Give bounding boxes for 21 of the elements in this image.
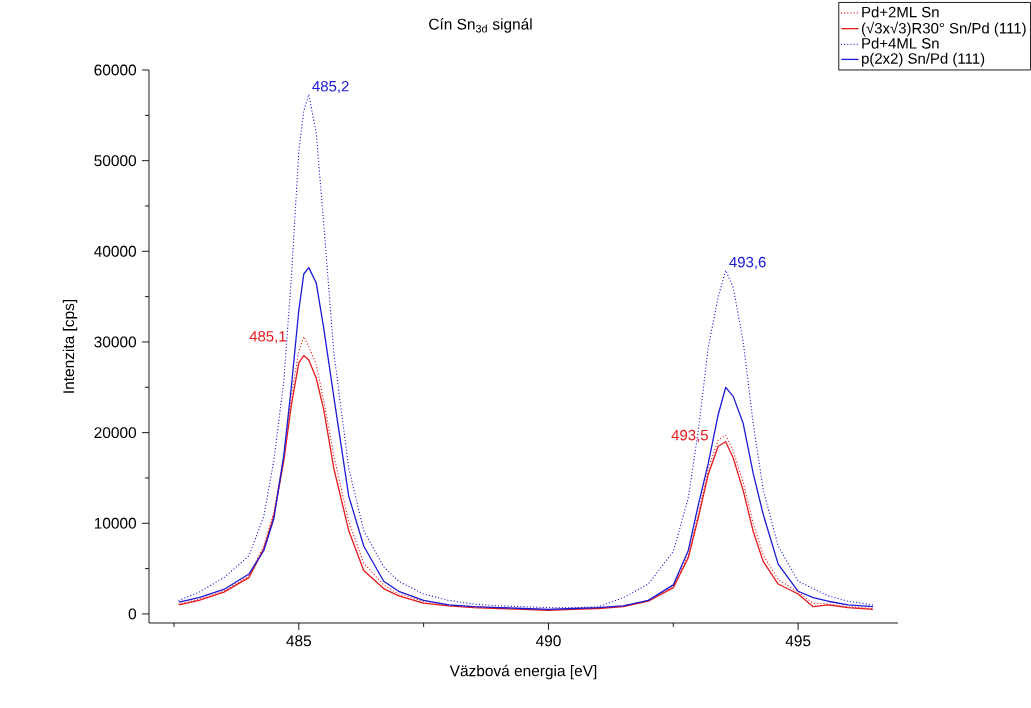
annotation: 485,2 bbox=[312, 80, 349, 94]
y-tick-label: 60000 bbox=[94, 64, 137, 76]
legend-label: p(2x2) Sn/Pd (111) bbox=[862, 52, 985, 67]
x-tick-label: 490 bbox=[535, 635, 561, 647]
annotation: 493,5 bbox=[671, 429, 708, 443]
x-tick-label: 485 bbox=[286, 635, 312, 647]
chart-title: Cín Sn$_{3d}$ signál bbox=[429, 18, 532, 33]
x-tick-label: 495 bbox=[785, 635, 811, 647]
y-tick-label: 30000 bbox=[94, 336, 137, 348]
annotation: 493,6 bbox=[729, 256, 766, 270]
y-tick-label: 10000 bbox=[94, 517, 137, 529]
y-tick-label: 20000 bbox=[94, 427, 137, 439]
annotation: 485,1 bbox=[249, 330, 286, 344]
y-tick-label: 40000 bbox=[94, 245, 137, 257]
y-tick-label: 0 bbox=[128, 608, 137, 620]
x-axis-title: Väzbová energia [eV] bbox=[449, 664, 597, 680]
y-tick-label: 50000 bbox=[94, 155, 137, 167]
legend-label: (√3x√3)R30° Sn/Pd (111) bbox=[861, 21, 1026, 37]
legend-label: Pd+2ML Sn bbox=[862, 6, 939, 18]
legend-label: Pd+4ML Sn bbox=[862, 37, 939, 49]
y-axis-title: Intenzita [cps] bbox=[62, 299, 78, 393]
